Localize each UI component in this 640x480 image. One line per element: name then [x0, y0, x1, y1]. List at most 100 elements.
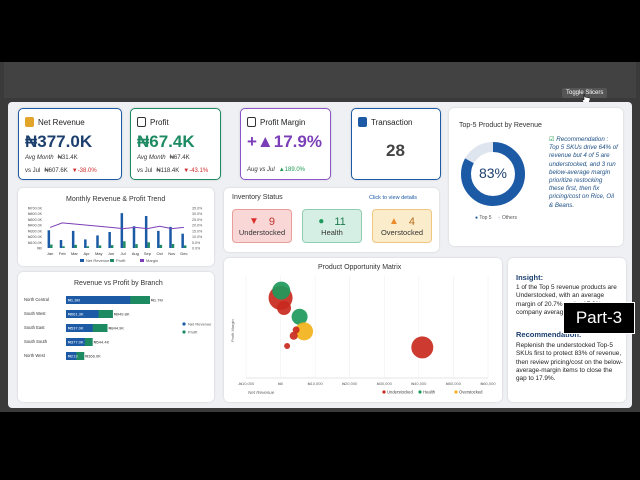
up-triangle-icon: ▲ — [388, 216, 399, 227]
understocked-button[interactable]: ▼ 9 Understocked — [232, 209, 292, 243]
month-label: Apr — [83, 251, 90, 256]
profit-bar — [62, 246, 65, 248]
kpi-vs-label: vs Jul — [137, 168, 153, 174]
legend-top5: Top 5 — [479, 215, 492, 221]
matrix-bubble — [277, 301, 292, 316]
revenue-bar — [169, 226, 172, 248]
profit-label: ₦366.0K — [85, 354, 101, 359]
month-label: Jun — [108, 251, 114, 256]
matrix-title: Product Opportunity Matrix — [318, 264, 402, 271]
legend-swatch — [182, 330, 186, 334]
matrix-bubble — [292, 326, 300, 334]
branch-name: South South — [24, 339, 48, 344]
kpi-vs-value: ₦118.4K — [156, 168, 180, 174]
left-tick-label: ₦300.0K — [28, 229, 43, 233]
profit-label: ₦949.8K — [114, 312, 130, 317]
bar-chart-icon — [358, 117, 367, 127]
top5-card: Top-5 Product by Revenue 83% ● Top 5 ● O… — [449, 108, 623, 246]
insight-title: Insight: — [516, 273, 544, 282]
revenue-label: ₦537.0K — [68, 326, 84, 331]
hand-cursor-icon — [582, 94, 590, 104]
branch-name: South West — [24, 311, 46, 316]
inventory-title: Inventory Status — [232, 194, 283, 201]
money-bag-icon — [25, 117, 34, 127]
kpi-profit-margin: Profit Margin +▲17.9% Aug vs Jul ▲189.0% — [240, 108, 331, 180]
left-tick-label: ₦0 — [37, 247, 42, 251]
kpi-avg-label: Aug vs Jul — [247, 167, 275, 173]
revenue-bar — [96, 235, 99, 248]
branch-name: North Central — [24, 297, 49, 302]
revenue-bar — [66, 338, 85, 346]
revenue-bar — [59, 240, 63, 248]
right-tick-label: 5.0% — [192, 241, 201, 245]
understocked-label: Understocked — [238, 227, 286, 237]
legend-label: Overstocked — [459, 390, 483, 395]
margin-line — [49, 222, 184, 230]
kpi-title: Net Revenue — [38, 117, 85, 127]
profit-bar — [135, 244, 138, 248]
y-axis-label: Profit Margin — [230, 319, 235, 342]
top5-legend: ● Top 5 ● Others — [475, 215, 518, 221]
legend-label: Net Revenue — [86, 258, 110, 263]
kpi-avg-value: ₦67.4K — [169, 155, 190, 161]
kpi-avg-label: Avg Month — [137, 155, 166, 161]
branch-name: North West — [24, 353, 46, 358]
legend-label: Understocked — [387, 390, 414, 395]
right-tick-label: 35.0% — [192, 207, 203, 211]
month-label: Sep — [144, 251, 152, 256]
kpi-title: Transaction — [371, 117, 413, 127]
health-button[interactable]: ● 11 Health — [302, 209, 362, 243]
legend-swatch — [80, 259, 84, 262]
left-tick-label: ₦500.0K — [28, 218, 43, 222]
matrix-bubble — [272, 281, 291, 300]
matrix-bubble — [291, 308, 308, 325]
month-label: Mar — [71, 251, 79, 256]
profit-bar — [123, 241, 126, 248]
profit-bar — [110, 245, 114, 248]
revenue-bar — [181, 233, 184, 248]
revenue-bar — [144, 216, 148, 248]
profit-bar — [98, 245, 102, 248]
inventory-card: Inventory Status Click to view details ▼… — [224, 188, 439, 252]
insight-text: 1 of the Top 5 revenue products are Unde… — [516, 284, 617, 316]
kpi-delta: -38.0% — [77, 168, 97, 174]
month-label: May — [95, 251, 103, 256]
kpi-value: +▲17.9% — [247, 132, 322, 151]
dashboard-canvas: Net Revenue ₦377.0K Avg Month ₦31.4K vs J… — [8, 102, 632, 408]
profit-label: ₦844.9K — [109, 326, 125, 331]
right-tick-label: 25.0% — [192, 218, 203, 222]
left-tick-label: ₦200.0K — [28, 235, 43, 239]
revenue-label: ₦377.0K — [68, 340, 84, 345]
matrix-card: Product Opportunity Matrix -₦10,000 ₦0 ₦10… — [224, 258, 502, 402]
top5-recommendation: ☑ Recommendation : Top 5 SKUs drive 64% … — [549, 136, 619, 210]
kpi-transaction: Transaction 28 — [351, 108, 441, 180]
kpi-value: ₦67.4K — [137, 132, 195, 151]
month-label: Nov — [168, 251, 175, 256]
dashboard-topbar — [4, 62, 636, 98]
revenue-bar — [66, 296, 131, 304]
right-tick-label: 20.0% — [192, 224, 203, 228]
checkmark-icon: ☑ — [549, 136, 555, 143]
left-tick-label: ₦100.0K — [28, 241, 43, 245]
legend-swatch — [382, 390, 386, 394]
revenue-bar — [47, 230, 51, 248]
month-label: Oct — [156, 251, 163, 256]
circle-icon: ● — [318, 216, 325, 227]
health-count: 11 — [334, 215, 346, 228]
profit-bar — [50, 244, 53, 248]
month-label: Feb — [59, 251, 67, 256]
recommendation-title: Recommendation: — [516, 330, 582, 339]
profit-bar — [86, 246, 90, 248]
toggle-slicers-button[interactable]: Toggle Slicers — [562, 88, 608, 98]
overstocked-button[interactable]: ▲ 4 Overstocked — [372, 209, 432, 243]
view-details-link[interactable]: Click to view details — [369, 195, 417, 201]
document-icon — [247, 117, 256, 127]
legend-swatch — [454, 390, 458, 394]
legend-label: Net Revenue — [188, 322, 212, 327]
top5-recommendation-text: Recommendation : Top 5 SKUs drive 64% of… — [549, 136, 618, 209]
left-tick-label: ₦700.0K — [28, 207, 43, 211]
top5-title: Top-5 Product by Revenue — [459, 122, 542, 129]
revenue-bar — [157, 230, 160, 248]
kpi-delta: -43.1% — [189, 168, 209, 174]
revenue-bar — [66, 324, 93, 332]
